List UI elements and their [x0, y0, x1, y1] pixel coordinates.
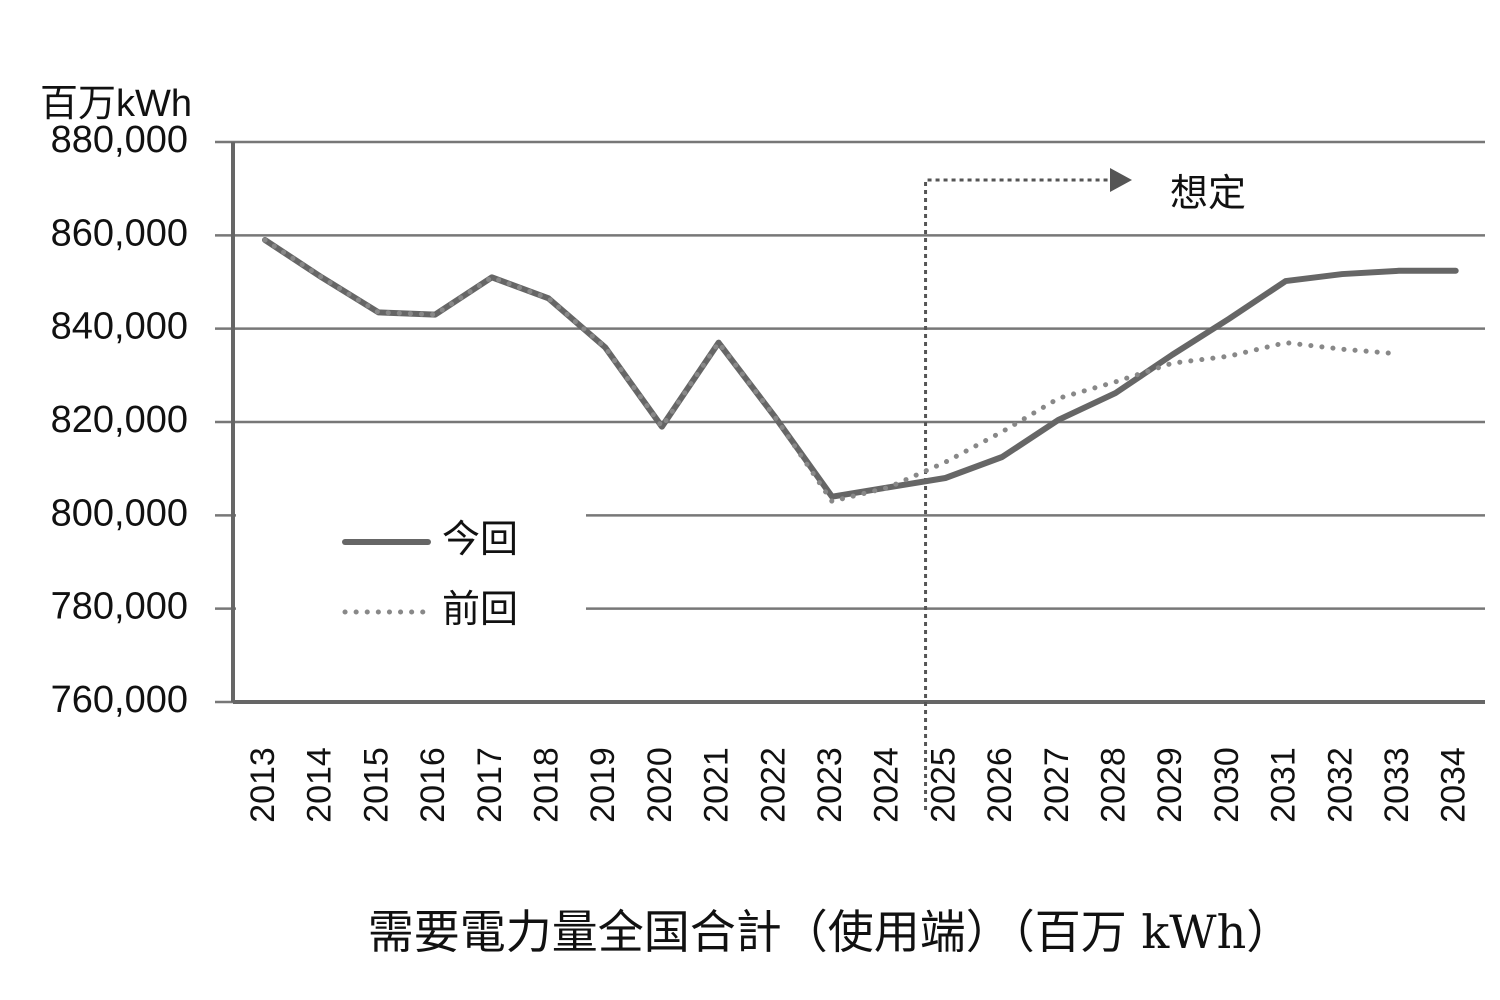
x-tick-label: 2034: [1435, 747, 1473, 823]
x-tick-label: 2028: [1094, 747, 1132, 823]
y-tick-label: 880,000: [51, 119, 188, 161]
x-tick-label: 2017: [471, 747, 509, 823]
x-tick-label: 2027: [1038, 747, 1076, 823]
x-tick-label: 2018: [527, 747, 565, 823]
forecast-arrow: [1110, 168, 1132, 192]
legend-label: 今回: [442, 519, 518, 561]
x-tick-label: 2023: [811, 747, 849, 823]
x-tick-label: 2025: [924, 747, 962, 823]
chart-title: 需要電力量全国合計（使用端）（百万 kWh）: [368, 905, 1292, 959]
series-line: [262, 237, 1402, 504]
x-tick-label: 2026: [981, 747, 1019, 823]
y-tick-label: 760,000: [51, 679, 188, 721]
x-tick-label: 2021: [698, 747, 736, 823]
x-tick-label: 2020: [641, 747, 679, 823]
x-tick-label: 2016: [414, 747, 452, 823]
y-tick-label: 820,000: [51, 399, 188, 441]
x-tick-label: 2029: [1151, 747, 1189, 823]
y-tick-label: 840,000: [51, 306, 188, 348]
x-tick-label: 2013: [244, 747, 282, 823]
forecast-marker: [924, 178, 1110, 810]
x-tick-label: 2022: [754, 747, 792, 823]
y-tick-label: 860,000: [51, 212, 188, 254]
y-unit: 百万kWh: [40, 83, 192, 125]
x-tick-label: 2015: [357, 747, 395, 823]
annotation: 想定: [1170, 173, 1246, 215]
y-tick-label: 800,000: [51, 492, 188, 534]
series-line: [262, 237, 1459, 500]
x-tick-label: 2030: [1208, 747, 1246, 823]
x-tick-label: 2031: [1265, 747, 1303, 823]
x-tick-label: 2014: [301, 747, 339, 823]
legend-label: 前回: [442, 589, 518, 631]
x-tick-label: 2033: [1378, 747, 1416, 823]
x-tick-label: 2024: [868, 747, 906, 823]
x-tick-label: 2032: [1321, 747, 1359, 823]
x-tick-label: 2019: [584, 747, 622, 823]
y-tick-label: 780,000: [51, 586, 188, 628]
legend-box: [236, 490, 586, 640]
